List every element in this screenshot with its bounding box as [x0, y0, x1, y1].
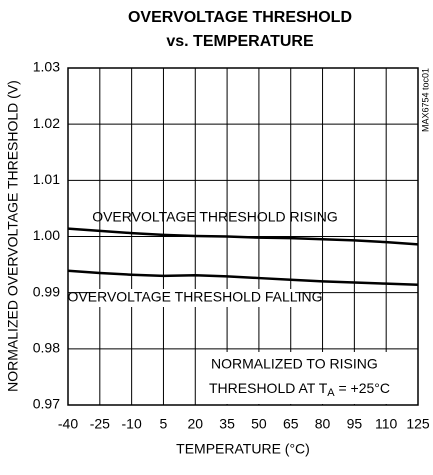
note-background — [202, 352, 416, 404]
y-tick-label: 0.97 — [33, 396, 60, 412]
y-tick-label: 1.03 — [33, 59, 60, 75]
x-tick-label: 110 — [375, 416, 398, 432]
series-line — [67, 227, 419, 246]
side-label: MAX6754 toc01 — [420, 68, 430, 132]
y-axis-label: NORMALIZED OVERVOLTAGE THRESHOLD (V) — [5, 80, 21, 392]
note: NORMALIZED TO RISING — [211, 356, 378, 372]
note-part: = +25°C — [335, 380, 390, 396]
series-label: OVERVOLTAGE THRESHOLD RISING — [92, 209, 338, 225]
x-tick-label: 35 — [219, 416, 235, 432]
note: THRESHOLD AT TA = +25°C — [209, 380, 390, 399]
x-tick-label: 20 — [187, 416, 203, 432]
series-line — [67, 269, 419, 287]
x-tick-label: 5 — [160, 416, 168, 432]
x-axis-label: TEMPERATURE (°C) — [176, 441, 310, 457]
plot-frame — [67, 67, 419, 406]
y-tick-label: 0.98 — [33, 340, 60, 356]
x-tick-label: -25 — [90, 416, 110, 432]
label-background — [95, 289, 295, 307]
y-tick-label: 0.99 — [33, 283, 60, 299]
note-part: THRESHOLD AT T — [209, 380, 328, 396]
series-label: OVERVOLTAGE THRESHOLD FALLING — [68, 289, 323, 305]
x-tick-label: 125 — [406, 416, 430, 432]
y-tick-label: 1.02 — [33, 115, 60, 131]
x-tick-label: 65 — [283, 416, 299, 432]
x-tick-label: -40 — [58, 416, 78, 432]
y-tick-label: 1.00 — [33, 227, 60, 243]
x-tick-label: 80 — [315, 416, 331, 432]
chart-title: OVERVOLTAGE THRESHOLD — [128, 9, 352, 26]
x-tick-label: -10 — [122, 416, 142, 432]
x-tick-label: 50 — [251, 416, 267, 432]
chart-title: vs. TEMPERATURE — [166, 33, 314, 50]
y-tick-label: 1.01 — [33, 171, 60, 187]
note-part: A — [327, 387, 335, 399]
x-tick-label: 95 — [347, 416, 363, 432]
